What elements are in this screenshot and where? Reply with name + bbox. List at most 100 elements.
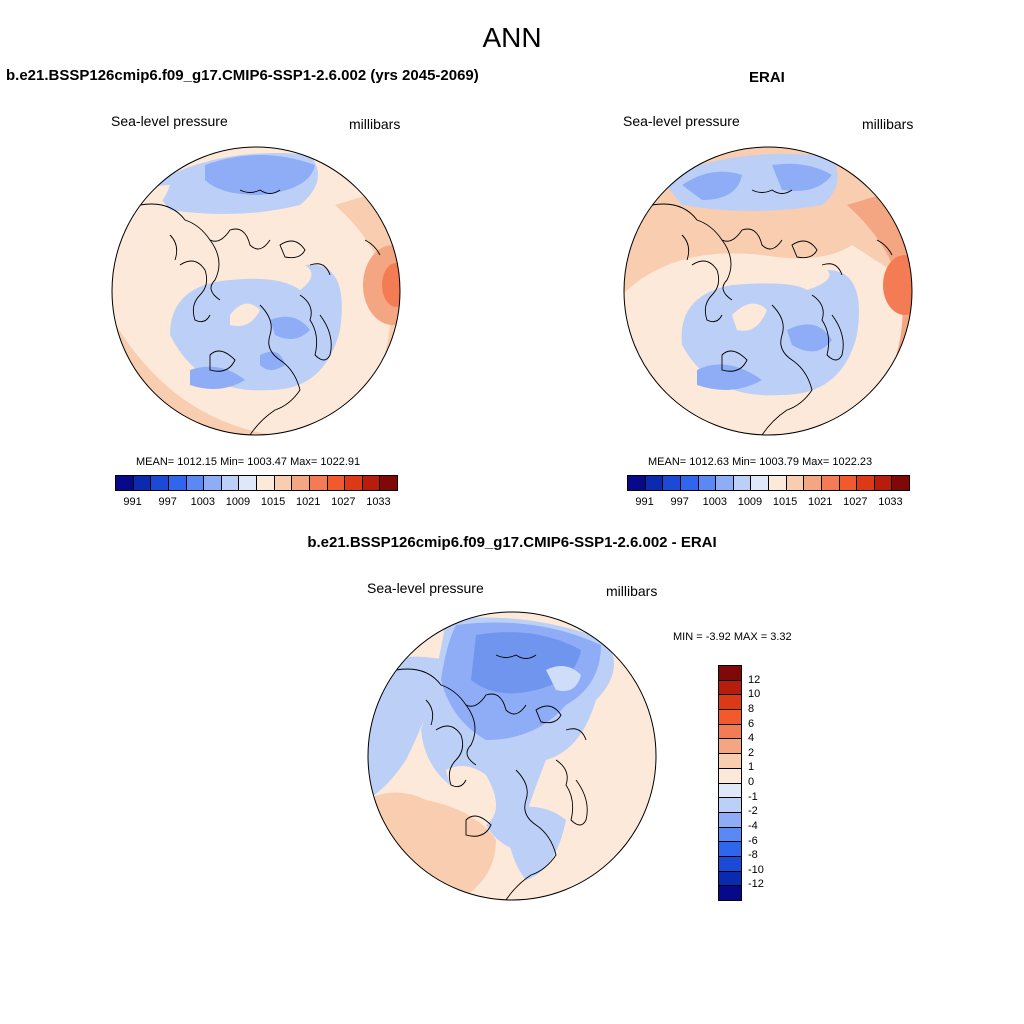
colorbar-tick-label: 1021 — [295, 496, 321, 508]
obs-variable-label: Sea-level pressure — [623, 113, 740, 129]
model-colorbar-ticks: 991 997 1003 1009 1015 1021 1027 1033 — [115, 496, 396, 510]
model-stats: MEAN= 1012.15 Min= 1003.47 Max= 1022.91 — [136, 456, 361, 468]
colorbar-tick-label: 1003 — [702, 496, 728, 508]
colorbar-swatch — [645, 476, 664, 490]
colorbar-swatch — [133, 476, 152, 490]
colorbar-tick-label: 1003 — [190, 496, 216, 508]
colorbar-swatch — [628, 476, 646, 490]
colorbar-swatch — [257, 476, 275, 490]
diff-colorbar-ticks: 12 10 8 6 4 2 1 0 -1 -2 -4 -6 -8 -10 -12 — [748, 665, 788, 899]
colorbar-swatch — [204, 476, 222, 490]
colorbar-tick-label: -1 — [748, 790, 758, 803]
colorbar-tick-label: 1 — [748, 761, 755, 774]
colorbar-tick-label: -4 — [748, 819, 758, 832]
colorbar-swatch — [874, 476, 893, 490]
obs-stats: MEAN= 1012.63 Min= 1003.79 Max= 1022.23 — [648, 456, 873, 468]
diff-stats: MIN = -3.92 MAX = 3.32 — [673, 631, 792, 643]
obs-panel-title: ERAI — [749, 69, 785, 86]
model-panel-title: b.e21.BSSP126cmip6.f09_g17.CMIP6-SSP1-2.… — [6, 67, 479, 84]
colorbar-swatch — [168, 476, 187, 490]
colorbar-swatch — [380, 476, 397, 490]
colorbar-swatch — [719, 680, 741, 696]
diff-polar-map — [367, 611, 657, 901]
colorbar-tick-label: -8 — [748, 849, 758, 862]
colorbar-tick-label: 2 — [748, 746, 755, 759]
colorbar-swatch — [274, 476, 293, 490]
colorbar-tick-label: 1033 — [366, 496, 391, 508]
colorbar-swatch — [719, 812, 741, 828]
colorbar-swatch — [719, 871, 741, 887]
colorbar-tick-label: 4 — [748, 732, 755, 745]
colorbar-tick-label: 0 — [748, 776, 755, 788]
colorbar-swatch — [786, 476, 805, 490]
colorbar-swatch — [239, 476, 257, 490]
colorbar-tick-label: 1027 — [843, 496, 868, 508]
colorbar-tick-label: 997 — [158, 496, 177, 508]
colorbar-swatch — [719, 739, 741, 755]
colorbar-tick-label: 991 — [635, 496, 654, 508]
figure-title: ANN — [482, 22, 542, 53]
colorbar-tick-label: 1015 — [260, 496, 286, 508]
colorbar-swatch — [716, 476, 734, 490]
model-units-label: millibars — [349, 116, 401, 132]
colorbar-tick-label: 12 — [748, 673, 761, 686]
colorbar-swatch — [857, 476, 875, 490]
colorbar-tick-label: -10 — [748, 863, 764, 876]
colorbar-tick-label: 6 — [748, 717, 755, 730]
colorbar-tick-label: 991 — [123, 496, 142, 508]
colorbar-swatch — [719, 798, 741, 813]
colorbar-swatch — [327, 476, 346, 490]
colorbar-tick-label: 1027 — [331, 496, 356, 508]
colorbar-swatch — [804, 476, 822, 490]
colorbar-tick-label: 1015 — [772, 496, 798, 508]
colorbar-swatch — [663, 476, 681, 490]
colorbar-tick-label: -6 — [748, 834, 758, 847]
obs-units-label: millibars — [862, 116, 914, 132]
colorbar-swatch — [719, 842, 741, 857]
colorbar-tick-label: -2 — [748, 805, 758, 818]
obs-polar-map — [623, 146, 913, 436]
colorbar-swatch — [698, 476, 717, 490]
colorbar-tick-label: 8 — [748, 702, 755, 715]
diff-units-label: millibars — [606, 583, 658, 599]
colorbar-swatch — [751, 476, 769, 490]
model-variable-label: Sea-level pressure — [111, 113, 228, 129]
colorbar-tick-label: 997 — [670, 496, 689, 508]
colorbar-swatch — [719, 710, 741, 725]
colorbar-swatch — [719, 754, 741, 769]
colorbar-swatch — [362, 476, 381, 490]
colorbar-swatch — [719, 768, 741, 784]
colorbar-swatch — [733, 476, 752, 490]
colorbar-swatch — [769, 476, 787, 490]
colorbar-tick-label: 1009 — [737, 496, 763, 508]
obs-colorbar — [627, 475, 910, 491]
colorbar-swatch — [719, 724, 741, 740]
colorbar-swatch — [839, 476, 858, 490]
colorbar-swatch — [221, 476, 240, 490]
model-polar-map — [111, 146, 401, 436]
colorbar-tick-label: 10 — [748, 688, 761, 701]
colorbar-tick-label: 1033 — [878, 496, 903, 508]
colorbar-swatch — [719, 695, 741, 711]
colorbar-tick-label: -12 — [748, 878, 764, 891]
colorbar-swatch — [116, 476, 134, 490]
colorbar-tick-label: 1009 — [225, 496, 251, 508]
colorbar-swatch — [186, 476, 205, 490]
diff-colorbar — [718, 665, 742, 901]
colorbar-swatch — [680, 476, 699, 490]
diff-variable-label: Sea-level pressure — [367, 580, 484, 596]
colorbar-swatch — [719, 666, 741, 681]
diff-panel-title: b.e21.BSSP126cmip6.f09_g17.CMIP6-SSP1-2.… — [307, 534, 717, 551]
colorbar-swatch — [821, 476, 840, 490]
colorbar-tick-label: 1021 — [807, 496, 833, 508]
colorbar-swatch — [292, 476, 310, 490]
colorbar-swatch — [719, 783, 741, 799]
colorbar-swatch — [719, 856, 741, 872]
colorbar-swatch — [151, 476, 169, 490]
obs-colorbar-ticks: 991 997 1003 1009 1015 1021 1027 1033 — [627, 496, 908, 510]
colorbar-swatch — [719, 886, 741, 900]
model-colorbar — [115, 475, 398, 491]
colorbar-swatch — [719, 827, 741, 843]
colorbar-swatch — [892, 476, 909, 490]
colorbar-swatch — [345, 476, 363, 490]
